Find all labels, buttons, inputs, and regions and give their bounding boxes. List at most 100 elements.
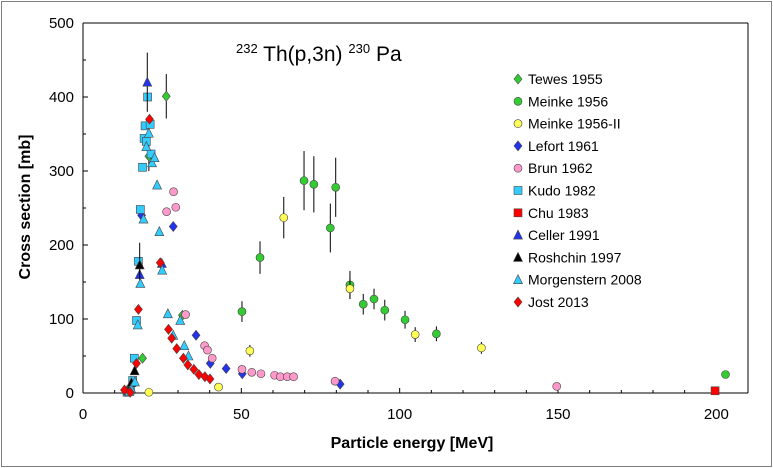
legend-marker xyxy=(513,274,523,285)
data-point xyxy=(134,259,145,270)
x-tick-label: 150 xyxy=(545,406,570,423)
legend-label: Meinke 1956 xyxy=(528,93,608,109)
data-point xyxy=(175,314,186,325)
data-point xyxy=(205,373,215,385)
data-point xyxy=(710,386,720,396)
data-point xyxy=(120,384,129,396)
data-point xyxy=(330,376,340,386)
legend-marker xyxy=(513,140,523,152)
data-point xyxy=(214,382,223,392)
data-point xyxy=(256,369,266,379)
data-point xyxy=(247,367,257,377)
data-point xyxy=(164,323,173,335)
data-point xyxy=(477,343,486,353)
data-point xyxy=(144,387,154,397)
data-point xyxy=(132,319,143,330)
data-point xyxy=(245,346,255,356)
data-point xyxy=(289,372,298,382)
legend-label: Brun 1962 xyxy=(528,160,593,176)
data-point xyxy=(237,365,247,374)
series-chu-1983 xyxy=(710,386,720,396)
legend-marker xyxy=(513,229,523,240)
data-point xyxy=(157,264,168,275)
data-point xyxy=(143,127,154,138)
data-point xyxy=(168,221,178,232)
data-point xyxy=(149,152,160,162)
legend-item: Kudo 1982 xyxy=(513,183,596,199)
data-point xyxy=(169,187,178,197)
series-lefort-1961 xyxy=(137,209,345,390)
x-axis-label: Particle energy [MeV] xyxy=(331,435,494,452)
data-point xyxy=(167,332,177,344)
data-point xyxy=(221,363,231,375)
title-product: Pa xyxy=(376,43,402,66)
legend-item: Brun 1962 xyxy=(513,160,593,176)
data-point xyxy=(125,386,135,398)
x-tick-label: 0 xyxy=(79,406,87,423)
legend-item: Chu 1983 xyxy=(513,205,589,221)
x-tick-label: 100 xyxy=(387,406,412,423)
data-point xyxy=(326,223,335,233)
data-point xyxy=(309,180,319,189)
data-point xyxy=(721,370,730,379)
data-point xyxy=(155,257,165,269)
data-point xyxy=(380,305,390,315)
series-jost-2013 xyxy=(120,113,215,398)
data-point xyxy=(203,345,212,355)
data-point xyxy=(172,343,182,355)
x-tick-label: 200 xyxy=(704,406,729,423)
data-point xyxy=(138,352,147,364)
legend-label: Kudo 1982 xyxy=(528,183,596,199)
data-point xyxy=(136,205,145,214)
data-point xyxy=(154,226,165,236)
legend-item: Roshchin 1997 xyxy=(513,249,622,265)
data-point xyxy=(369,294,379,304)
legend-item: Lefort 1961 xyxy=(513,138,599,154)
data-point xyxy=(141,140,152,151)
data-point xyxy=(237,307,247,316)
data-point xyxy=(162,207,171,216)
data-point xyxy=(162,308,173,319)
data-point xyxy=(179,339,190,350)
series-kudo-1982 xyxy=(122,92,156,397)
title-reaction: Th(p,3n) xyxy=(263,43,342,66)
legend-marker xyxy=(513,163,523,173)
legend-marker xyxy=(513,208,523,218)
legend-label: Chu 1983 xyxy=(528,205,589,221)
data-point xyxy=(279,213,289,222)
data-point xyxy=(299,176,309,185)
data-point xyxy=(142,76,153,87)
data-point xyxy=(138,163,147,172)
title-superscript-product-mass: 230 xyxy=(348,41,370,56)
legend-item: Celler 1991 xyxy=(513,227,600,243)
legend-marker xyxy=(513,97,523,106)
data-point xyxy=(129,376,140,387)
data-point xyxy=(132,357,141,369)
y-axis-label: Cross section [mb] xyxy=(17,135,34,280)
legend-label: Morgenstern 2008 xyxy=(528,272,642,288)
y-tick-label: 200 xyxy=(49,237,74,254)
data-point xyxy=(410,330,420,339)
data-point xyxy=(191,329,201,341)
chart-title: 232 Th(p,3n) 230 Pa xyxy=(236,35,402,66)
y-tick-label: 400 xyxy=(49,89,74,106)
legend-item: Meinke 1956 xyxy=(513,93,608,109)
data-point xyxy=(181,310,190,319)
legend-label: Lefort 1961 xyxy=(528,138,599,154)
data-point xyxy=(331,182,341,192)
data-point xyxy=(134,303,143,315)
legend-item: Jost 2013 xyxy=(513,294,589,310)
title-superscript-mass-number: 232 xyxy=(236,41,258,56)
data-point xyxy=(207,353,217,363)
legend-item: Meinke 1956-II xyxy=(513,116,621,132)
series-meinke-1956-ii xyxy=(144,196,486,397)
data-point xyxy=(138,213,149,224)
data-point xyxy=(147,157,158,168)
legend-label: Jost 2013 xyxy=(528,294,589,310)
data-point xyxy=(189,363,199,375)
legend-marker xyxy=(513,186,523,195)
legend-marker xyxy=(513,119,523,128)
legend-label: Celler 1991 xyxy=(528,227,600,243)
legend-marker xyxy=(513,73,523,85)
